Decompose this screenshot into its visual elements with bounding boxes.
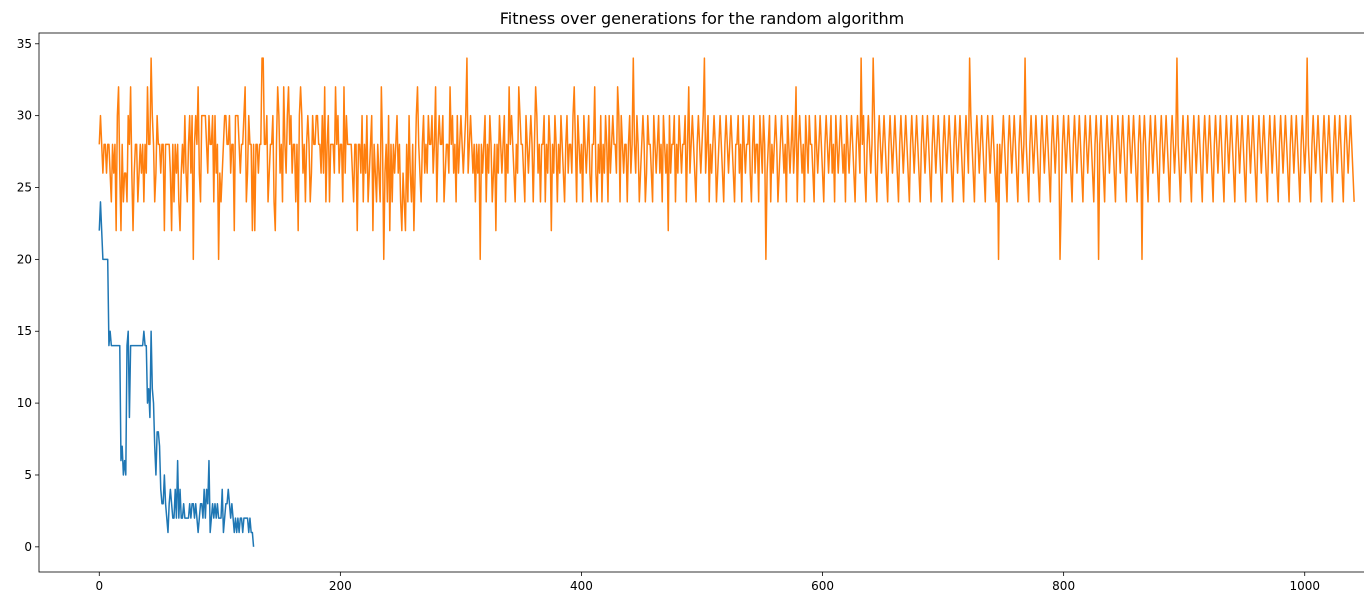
y-axis: 0 5 10 15 20 25 30 35 — [17, 37, 39, 554]
y-tick-label: 20 — [17, 252, 32, 266]
y-tick-label: 25 — [17, 181, 32, 195]
series-layer — [98, 57, 1355, 547]
x-tick-label: 0 — [95, 579, 103, 593]
y-tick-label: 30 — [17, 109, 32, 123]
plot-frame — [38, 32, 1364, 573]
y-tick-label: 0 — [24, 540, 32, 554]
chart-title: Fitness over generations for the random … — [500, 9, 905, 28]
x-axis: 0 200 400 600 800 1000 — [95, 572, 1320, 593]
x-tick-label: 800 — [1052, 579, 1075, 593]
series-line-1 — [98, 201, 255, 547]
y-tick-label: 35 — [17, 37, 32, 51]
x-tick-label: 600 — [811, 579, 834, 593]
series-line-2 — [98, 57, 1355, 261]
plot-background — [39, 33, 1364, 572]
x-tick-label: 200 — [329, 579, 352, 593]
x-tick-label: 1000 — [1289, 579, 1320, 593]
x-tick-label: 400 — [570, 579, 593, 593]
y-tick-label: 10 — [17, 396, 32, 410]
plot-area — [38, 32, 1364, 573]
y-tick-label: 5 — [24, 468, 32, 482]
y-tick-label: 15 — [17, 324, 32, 338]
